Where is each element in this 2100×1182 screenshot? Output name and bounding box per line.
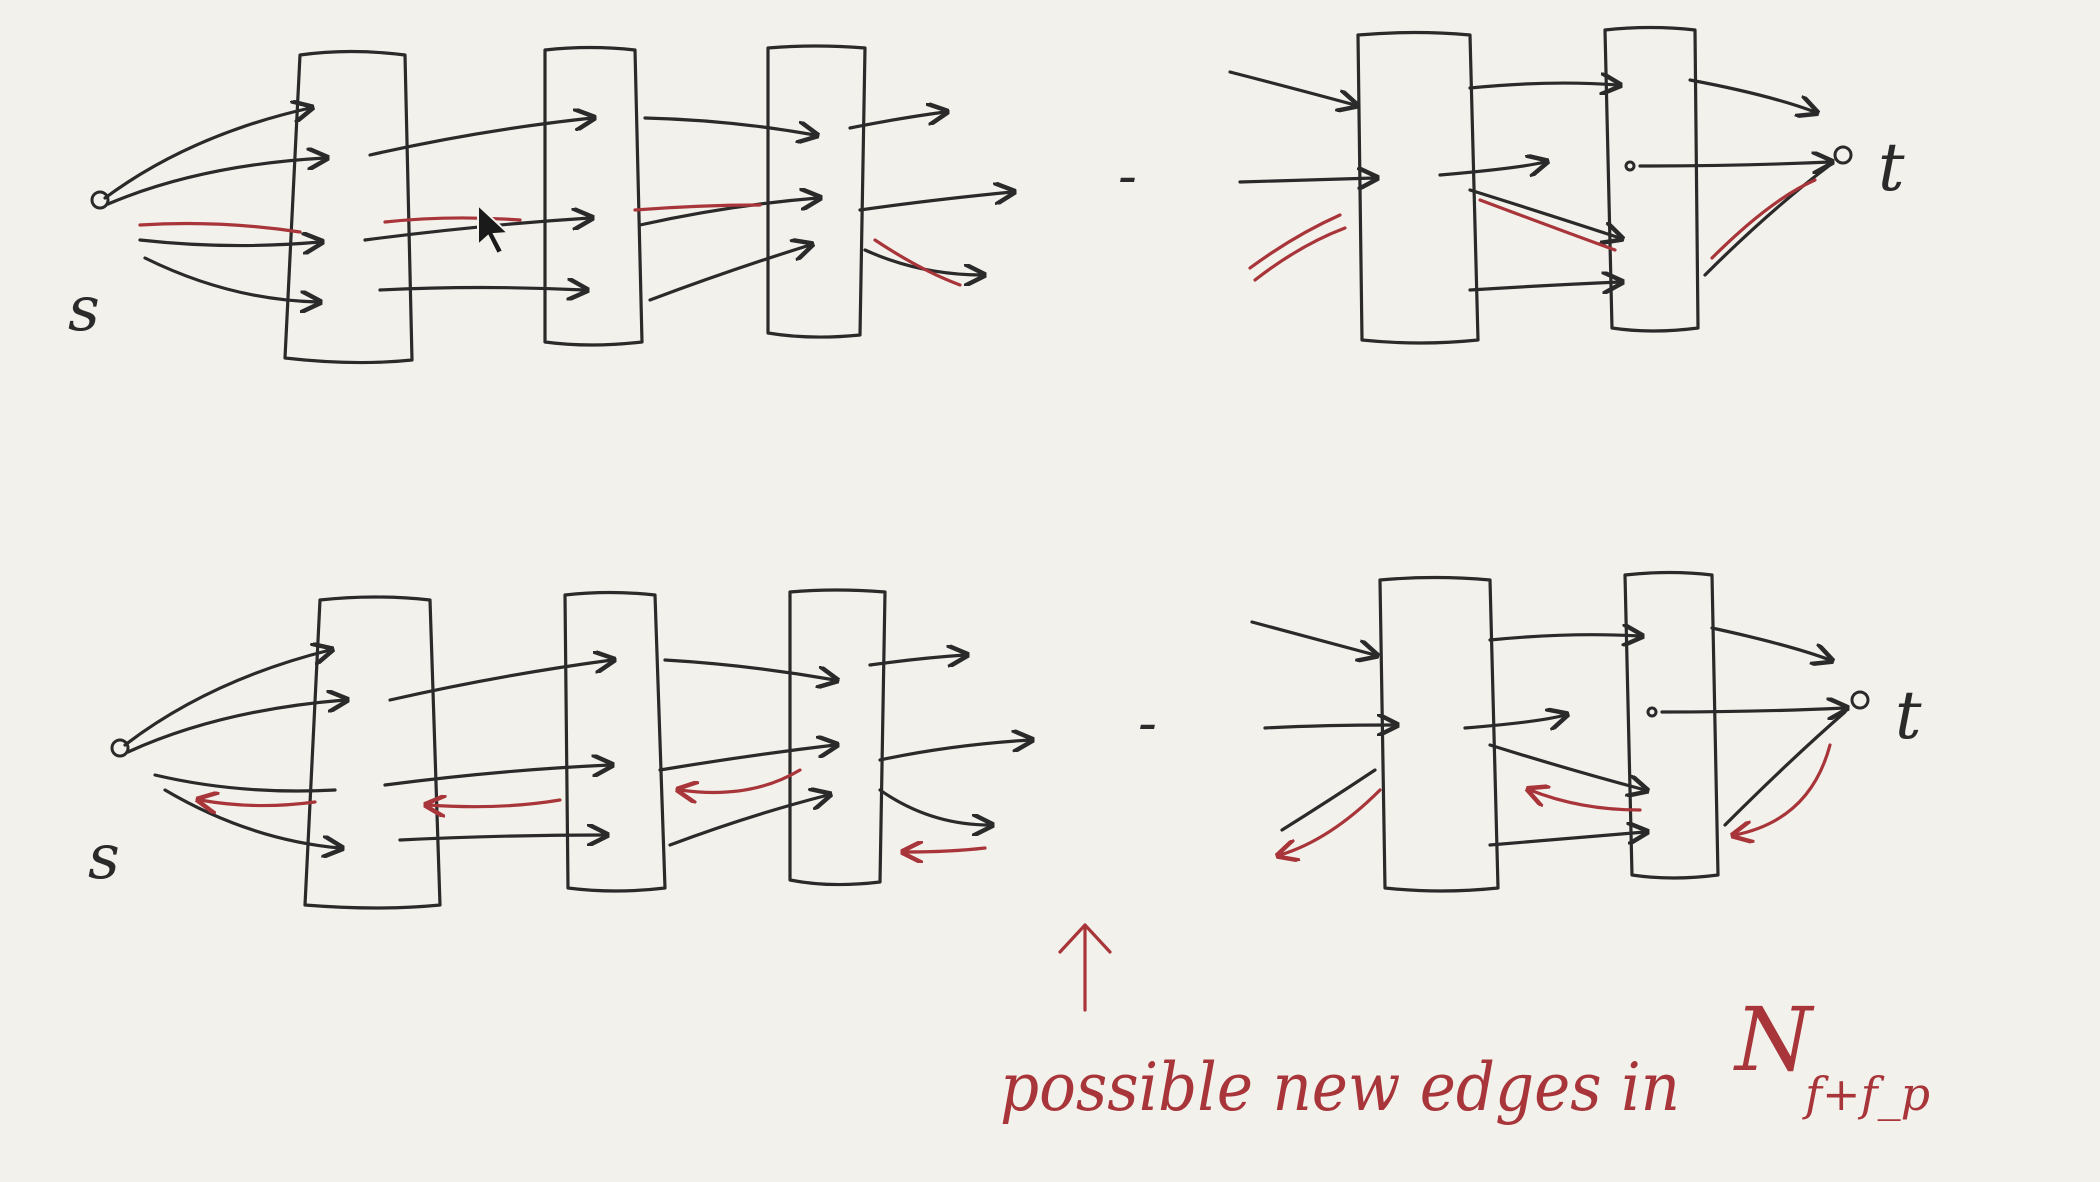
edge-top-b5-t-1 [1688,78,1815,112]
node-bot-b5-mid [1646,706,1658,718]
edge-top-s-3 [138,240,320,246]
source-label-top: s [68,272,100,345]
edge-top-b4b5-1 [1468,83,1618,88]
edge-bot-in-3 [1280,768,1377,832]
bottom-layer-box-2 [563,590,667,893]
bottom-layer-box-1 [303,595,442,910]
edge-bot-b3-out-3 [878,788,990,825]
edge-top-in-2 [1238,178,1375,182]
edge-bot-b3-out-1 [868,655,965,665]
edge-bot-b4b5-3 [1488,743,1645,790]
edge-top-s-1 [103,108,310,200]
dash-bottom: - [1138,691,1157,756]
edge-top-b4b5-3 [1468,188,1620,238]
edge-top-b5-t-2 [1638,162,1830,166]
edge-bot-s-4 [163,788,340,848]
red-edge-top-b2b3 [633,203,762,212]
source-node-top [90,190,110,210]
annotation-text: possible new edges in [1000,1049,1680,1126]
edge-top-b1b2-3 [378,288,585,291]
node-top-b5-mid [1624,160,1636,172]
edge-top-b3-out-3 [863,248,982,275]
edge-bot-s-3 [153,773,337,793]
edge-top-b2b3-2 [638,198,818,227]
edge-bot-s-1 [123,650,330,747]
edge-top-b4b5-4 [1468,282,1620,290]
edge-top-b2b3-3 [648,245,810,302]
bottom-layer-box-3 [788,588,887,887]
top-layer-box-2 [543,45,644,347]
source-label-bottom: s [88,820,120,893]
red-edge-top-b1b2 [383,216,522,224]
red-edge-top-s [138,221,302,234]
bottom-layer-box-5 [1623,570,1720,880]
edge-top-s-2 [106,158,325,206]
edge-top-b5-t-3 [1703,163,1832,277]
edge-bot-b2b3-3 [668,795,828,847]
dash-top: - [1118,144,1137,209]
red-back-edge-bot-b3-out [905,848,987,852]
annotation-arrow [1058,923,1112,1012]
edge-top-b3-out-1 [848,112,945,130]
edge-top-b3-out-2 [858,192,1012,212]
annotation: possible new edges in N f+f_p [1000,923,1930,1126]
top-layer-box-3 [766,44,867,339]
edge-bot-b4b5-2 [1463,715,1565,728]
mouse-cursor-icon [477,202,511,256]
bottom-network: s t - [88,570,1922,910]
edge-top-b4b5-2 [1438,162,1545,175]
edge-bot-b4b5-4 [1488,832,1645,847]
edge-bot-b1b2-2 [383,765,610,787]
edge-bot-in-1 [1250,620,1375,655]
edge-bot-b3-out-2 [878,740,1030,762]
edge-top-s-4 [143,256,318,302]
edge-top-in-1 [1228,70,1355,105]
red-edge-top-b5-t [1710,178,1817,260]
red-back-edge-bot-b4b5 [1530,790,1642,812]
edge-bot-b5-t-3 [1723,710,1847,827]
top-layer-box-5 [1603,25,1700,333]
top-layer-box-1 [283,49,414,365]
edge-bot-b1b2-3 [398,835,605,840]
red-edge-top-in [1253,226,1347,282]
bottom-layer-box-4 [1378,575,1500,893]
top-network: s t - [68,25,1905,365]
edge-bot-b2b3-2 [658,745,835,772]
annotation-subscript: f+f_p [1802,1067,1930,1121]
annotation-symbol: N [1733,988,1815,1091]
sink-node-top [1833,145,1853,165]
sink-node-bottom [1850,690,1870,710]
red-edge-top-b4b5 [1478,198,1617,252]
red-back-edge-bot-b5-t [1735,743,1832,835]
edge-bot-b5-t-2 [1660,708,1845,712]
red-back-edge-bot-b1b2 [428,800,562,807]
sink-label-bottom: t [1895,677,1922,754]
red-back-edge-bot-in [1280,788,1382,855]
edge-bot-b1b2-1 [388,660,612,702]
top-layer-box-4 [1356,30,1480,345]
red-edge-top-in-2 [1248,213,1342,270]
edge-top-b2b3-1 [643,116,815,135]
sink-label-top: t [1878,129,1905,206]
red-edge-top-b3-out [873,238,962,287]
edge-bot-s-2 [126,700,345,754]
edge-bot-b5-t-1 [1710,626,1830,660]
edge-bot-b4b5-1 [1488,635,1640,640]
source-node-bottom [110,738,130,758]
edge-bot-in-2 [1263,725,1395,728]
red-back-edge-bot-s [200,800,317,806]
edge-top-b1b2-1 [368,118,592,157]
red-back-edge-bot-b2b3 [680,768,802,793]
edge-bot-b2b3-1 [663,658,835,680]
